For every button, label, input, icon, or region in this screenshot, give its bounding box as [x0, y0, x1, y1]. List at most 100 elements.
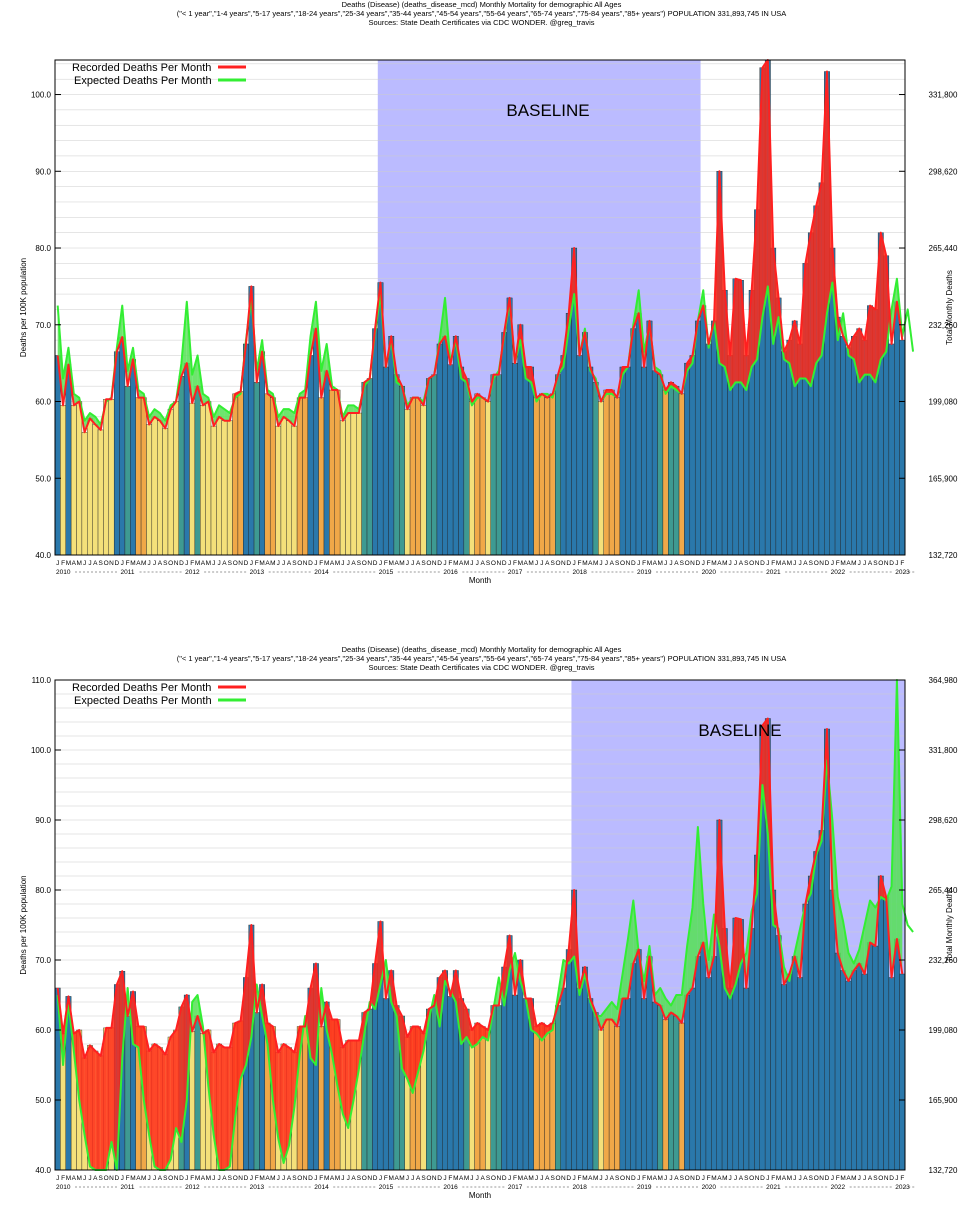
x-tick-label: M	[141, 1175, 146, 1182]
x-tick-label: J	[406, 560, 409, 567]
data-bar	[701, 306, 706, 555]
x-tick-label: M	[582, 1175, 587, 1182]
x-tick-label: M	[76, 1175, 81, 1182]
x-tick-label: M	[528, 1175, 533, 1182]
data-bar	[189, 403, 194, 555]
y-tick-label: 50.0	[35, 1096, 51, 1105]
data-bar	[561, 355, 566, 555]
x-tick-label: N	[690, 1175, 695, 1182]
legend-label-expected: Expected Deaths Per Month	[74, 75, 212, 87]
x-tick-label: N	[174, 560, 179, 567]
x-tick-label: O	[878, 560, 883, 567]
x-tick-label: J	[277, 560, 280, 567]
data-bar	[502, 332, 507, 555]
data-bar	[636, 313, 641, 555]
x-tick-label: M	[851, 1175, 856, 1182]
data-bar	[658, 1006, 663, 1171]
data-bar	[711, 321, 716, 555]
data-bar	[609, 1020, 614, 1171]
data-bar	[614, 1027, 619, 1171]
x-tick-label: N	[238, 1175, 243, 1182]
data-bar	[464, 378, 469, 555]
x-tick-label: M	[658, 1175, 663, 1182]
data-bar	[857, 964, 862, 1171]
x-tick-label: J	[217, 1175, 220, 1182]
x-axis-label: Month	[469, 576, 491, 585]
year-label: 2018	[572, 1184, 587, 1191]
x-tick-label: J	[702, 560, 705, 567]
x-tick-label: J	[831, 560, 834, 567]
x-tick-label: J	[282, 560, 285, 567]
y2-tick-label: 265,440	[929, 244, 958, 253]
excess-area	[219, 1044, 224, 1170]
data-bar	[87, 418, 92, 555]
x-tick-label: M	[840, 560, 845, 567]
data-bar	[227, 421, 232, 555]
data-bar	[781, 352, 786, 555]
data-bar	[652, 371, 657, 555]
data-bar	[141, 398, 146, 555]
data-bar	[706, 344, 711, 555]
data-bar	[458, 367, 463, 555]
x-tick-label: J	[476, 1175, 479, 1182]
year-label: 2017	[508, 569, 523, 576]
data-bar	[846, 348, 851, 555]
data-bar	[270, 398, 275, 555]
x-tick-label: F	[642, 1175, 646, 1182]
x-tick-label: O	[297, 1175, 302, 1182]
data-bar	[523, 999, 528, 1171]
x-tick-label: A	[222, 1175, 227, 1182]
data-bar	[889, 344, 894, 555]
data-bar	[593, 1013, 598, 1171]
data-bar	[507, 298, 512, 555]
data-bar	[469, 402, 474, 555]
x-tick-label: J	[347, 1175, 350, 1182]
data-bar	[878, 876, 883, 1170]
x-tick-label: M	[593, 560, 598, 567]
x-tick-label: F	[61, 1175, 65, 1182]
x-tick-label: J	[664, 560, 667, 567]
data-bar	[125, 1016, 130, 1170]
x-tick-label: N	[626, 1175, 631, 1182]
data-bar	[674, 1016, 679, 1170]
x-tick-label: J	[148, 560, 151, 567]
x-tick-label: J	[858, 560, 861, 567]
x-tick-label: M	[270, 1175, 275, 1182]
x-tick-label: J	[250, 560, 253, 567]
x-tick-label: A	[868, 560, 873, 567]
data-bar	[356, 413, 361, 555]
x-tick-label: A	[545, 1175, 550, 1182]
data-bar	[243, 344, 248, 555]
x-tick-label: A	[416, 560, 421, 567]
x-tick-label: O	[362, 1175, 367, 1182]
data-bar	[598, 402, 603, 555]
data-bar	[432, 1006, 437, 1171]
x-tick-label: A	[287, 1175, 292, 1182]
data-bar	[389, 336, 394, 555]
x-tick-label: M	[711, 560, 716, 567]
x-tick-label: D	[696, 560, 701, 567]
x-tick-label: J	[185, 1175, 188, 1182]
x-tick-label: J	[573, 1175, 576, 1182]
data-bar	[168, 409, 173, 555]
x-tick-label: M	[399, 560, 404, 567]
x-tick-label: M	[389, 1175, 394, 1182]
data-bar	[588, 999, 593, 1171]
y2-tick-label: 199,080	[929, 1026, 958, 1035]
y-tick-label: 40.0	[35, 551, 51, 560]
x-tick-label: N	[238, 560, 243, 567]
data-bar	[346, 413, 351, 555]
x-tick-label: F	[900, 560, 904, 567]
x-tick-label: D	[373, 1175, 378, 1182]
data-bar	[706, 978, 711, 1171]
data-bar	[286, 421, 291, 555]
x-tick-label: J	[347, 560, 350, 567]
year-label: 2022	[831, 569, 846, 576]
x-tick-label: J	[88, 560, 91, 567]
x-tick-label: F	[448, 560, 452, 567]
x-tick-label: M	[66, 560, 71, 567]
year-label: 2019	[637, 1184, 652, 1191]
x-tick-label: M	[518, 1175, 523, 1182]
y2-tick-label: 298,620	[929, 816, 958, 825]
